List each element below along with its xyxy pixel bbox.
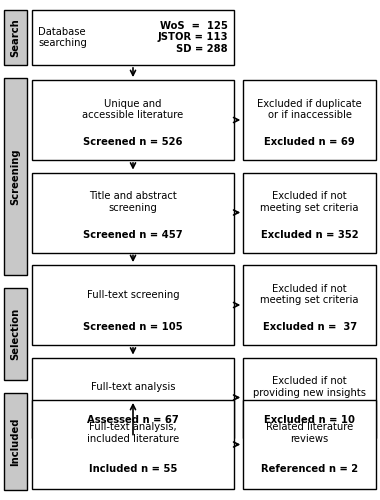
Bar xyxy=(32,80,234,160)
Bar xyxy=(243,80,376,160)
Text: Title and abstract
screening: Title and abstract screening xyxy=(89,192,177,213)
Text: Related literature
reviews: Related literature reviews xyxy=(266,422,353,444)
Bar xyxy=(4,78,27,275)
Bar xyxy=(32,265,234,345)
Text: Screening: Screening xyxy=(10,148,20,204)
Bar xyxy=(4,392,27,490)
Text: Excluded if not
meeting set criteria: Excluded if not meeting set criteria xyxy=(260,192,359,213)
Text: Included: Included xyxy=(10,417,20,466)
Text: Excluded n = 10: Excluded n = 10 xyxy=(264,415,355,425)
Text: Referenced n = 2: Referenced n = 2 xyxy=(261,464,358,474)
Text: Screened n = 457: Screened n = 457 xyxy=(83,230,183,240)
Text: Unique and
accessible literature: Unique and accessible literature xyxy=(82,99,184,120)
Bar xyxy=(32,400,234,489)
Text: Screened n = 105: Screened n = 105 xyxy=(83,322,183,332)
Text: Excluded n = 352: Excluded n = 352 xyxy=(261,230,358,240)
Bar xyxy=(32,172,234,252)
Text: Excluded n =  37: Excluded n = 37 xyxy=(263,322,357,332)
Text: Database
searching: Database searching xyxy=(38,26,87,48)
Text: Included n = 55: Included n = 55 xyxy=(89,464,177,474)
Text: Excluded n = 69: Excluded n = 69 xyxy=(264,138,355,147)
Bar xyxy=(4,288,27,380)
Text: Search: Search xyxy=(10,18,20,57)
Bar xyxy=(243,265,376,345)
Text: WoS  =  125
JSTOR = 113
SD = 288: WoS = 125 JSTOR = 113 SD = 288 xyxy=(157,21,228,54)
Text: Full-text analysis,
included literature: Full-text analysis, included literature xyxy=(87,422,179,444)
Bar xyxy=(4,10,27,65)
Text: Assessed n = 67: Assessed n = 67 xyxy=(87,415,179,425)
Text: Excluded if duplicate
or if inaccessible: Excluded if duplicate or if inaccessible xyxy=(257,99,362,120)
Text: Excluded if not
meeting set criteria: Excluded if not meeting set criteria xyxy=(260,284,359,306)
Bar xyxy=(243,358,376,438)
Text: Full-text analysis: Full-text analysis xyxy=(91,382,175,392)
Text: Excluded if not
providing new insights: Excluded if not providing new insights xyxy=(253,376,366,398)
Text: Full-text screening: Full-text screening xyxy=(87,290,179,300)
Bar xyxy=(243,400,376,489)
Bar xyxy=(243,172,376,252)
Bar xyxy=(32,358,234,438)
Text: Selection: Selection xyxy=(10,308,20,360)
Bar xyxy=(32,10,234,65)
Text: Screened n = 526: Screened n = 526 xyxy=(83,138,183,147)
